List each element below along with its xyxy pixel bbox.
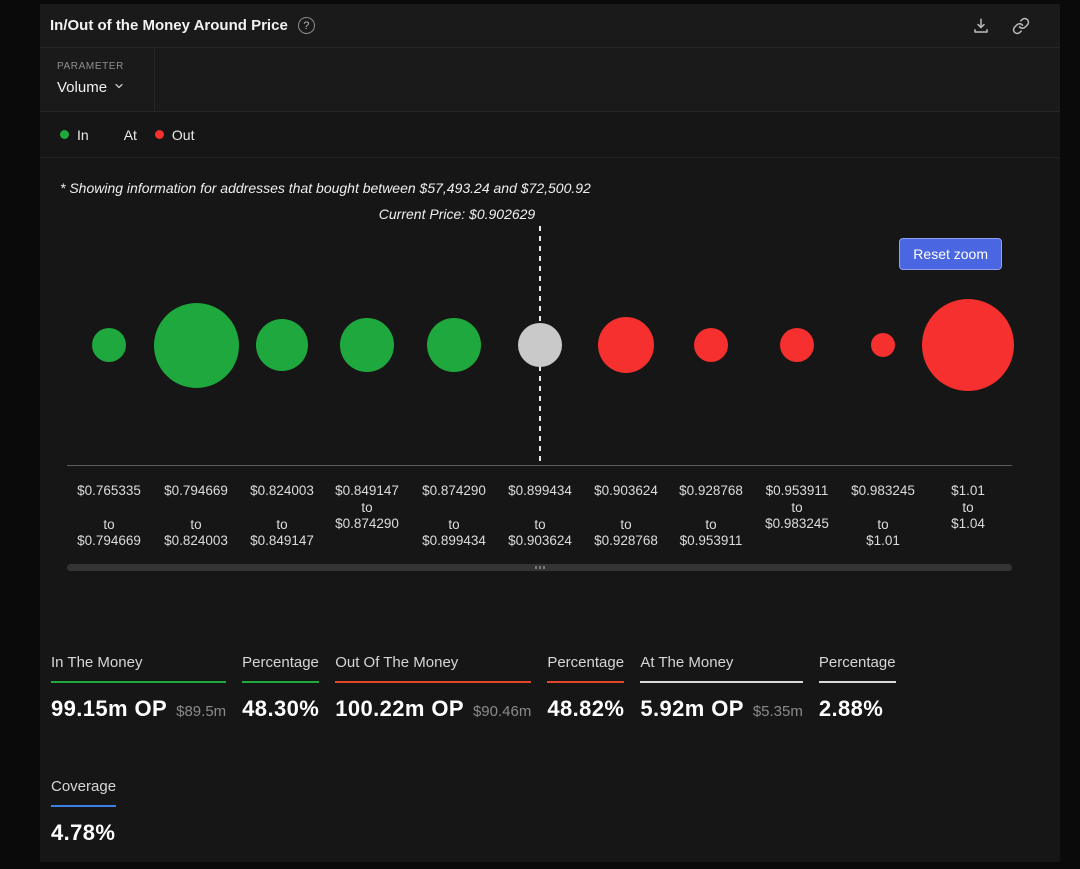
chart-note: * Showing information for addresses that… xyxy=(60,180,591,196)
stat-value: 99.15m OP xyxy=(51,696,168,721)
legend-label: At xyxy=(123,126,137,143)
chart-area: * Showing information for addresses that… xyxy=(40,158,1060,580)
scrollbar-grip xyxy=(538,566,541,569)
bubble-in[interactable] xyxy=(92,328,126,362)
header: In/Out of the Money Around Price ? xyxy=(40,4,1060,48)
legend: In At Out xyxy=(40,112,1060,158)
axis-label: $0.824003 to $0.849147 xyxy=(250,483,314,548)
page-title: In/Out of the Money Around Price xyxy=(50,17,288,34)
chart-scrollbar[interactable] xyxy=(67,564,1012,571)
stat-card: In The Money 99.15m OP $89.5m xyxy=(51,654,227,722)
axis-label: $1.01 to $1.04 xyxy=(951,483,985,531)
share-link-icon[interactable] xyxy=(1012,17,1030,35)
stat-value: 5.92m OP xyxy=(640,696,744,721)
axis-label: $0.953911 to $0.983245 xyxy=(765,483,829,531)
bubble-in[interactable] xyxy=(427,318,481,372)
stats-row: In The Money 99.15m OP $89.5m Percentage 48.… xyxy=(51,654,1060,722)
stat-label: Percentage xyxy=(818,654,896,683)
in-out-money-panel: In/Out of the Money Around Price ? PARAM… xyxy=(40,4,1060,862)
stat-card: Percentage 48.82% xyxy=(547,654,625,722)
stat-card: Percentage 2.88% xyxy=(818,654,896,722)
download-icon[interactable] xyxy=(972,17,990,35)
bubble-in[interactable] xyxy=(340,318,394,372)
bubble-out[interactable] xyxy=(922,299,1014,391)
bubble-out[interactable] xyxy=(780,328,814,362)
stat-label: Percentage xyxy=(547,654,625,683)
legend-label: In xyxy=(77,126,89,143)
legend-item-at[interactable]: At xyxy=(107,127,137,143)
bubble-out[interactable] xyxy=(871,333,895,357)
bubble-out[interactable] xyxy=(694,328,728,362)
coverage-row: Coverage 4.78% xyxy=(51,778,1060,846)
help-icon[interactable]: ? xyxy=(297,17,315,34)
stat-value: 48.30% xyxy=(242,696,320,721)
stat-card: Out Of The Money 100.22m OP $90.46m xyxy=(335,654,532,722)
axis-label: $0.849147 to $0.874290 xyxy=(335,483,399,531)
parameter-select[interactable]: PARAMETER Volume xyxy=(40,48,155,111)
bubble-at[interactable] xyxy=(518,323,562,367)
axis-label: $0.899434 to $0.903624 xyxy=(508,483,572,548)
stat-card: Coverage 4.78% xyxy=(51,778,117,846)
legend-label: Out xyxy=(171,126,195,143)
bubble-out[interactable] xyxy=(598,317,654,373)
bubble-layer xyxy=(40,158,1060,580)
scrollbar-grip xyxy=(534,566,537,569)
axis-label: $0.928768 to $0.953911 xyxy=(679,483,743,548)
stat-card: Percentage 48.30% xyxy=(242,654,320,722)
parameter-value: Volume xyxy=(57,79,108,96)
stat-subvalue: $5.35m xyxy=(752,703,803,720)
stat-value: 100.22m OP xyxy=(335,696,464,721)
reset-zoom-button[interactable]: Reset zoom xyxy=(899,238,1002,270)
axis-label: $0.765335 to $0.794669 xyxy=(77,483,141,548)
bubble-in[interactable] xyxy=(153,302,239,388)
stat-label: Percentage xyxy=(242,654,320,683)
stat-value: 2.88% xyxy=(818,696,884,721)
stat-subvalue: $90.46m xyxy=(472,703,532,720)
stat-label: Coverage xyxy=(51,778,117,807)
bubble-in[interactable] xyxy=(256,319,308,371)
axis-label: $0.983245 to $1.01 xyxy=(851,483,915,548)
legend-dot xyxy=(154,130,164,139)
legend-dot xyxy=(60,130,69,139)
stat-value: 4.78% xyxy=(51,820,116,845)
legend-item-in[interactable]: In xyxy=(60,127,89,143)
parameter-row: PARAMETER Volume xyxy=(40,48,1060,112)
axis-label: $0.874290 to $0.899434 xyxy=(422,483,486,548)
stat-label: Out Of The Money xyxy=(335,654,532,683)
axis-label: $0.794669 to $0.824003 xyxy=(164,483,228,548)
stat-card: At The Money 5.92m OP $5.35m xyxy=(640,654,803,722)
stat-label: In The Money xyxy=(51,654,227,683)
x-axis-line xyxy=(67,465,1012,466)
scrollbar-grip xyxy=(542,566,545,569)
axis-label: $0.903624 to $0.928768 xyxy=(594,483,658,548)
current-price-label: Current Price: $0.902629 xyxy=(378,206,536,222)
stat-value: 48.82% xyxy=(547,696,625,721)
legend-item-out[interactable]: Out xyxy=(154,126,195,143)
stat-label: At The Money xyxy=(640,654,803,683)
parameter-label: PARAMETER xyxy=(57,61,124,72)
axis-labels: $0.765335 to $0.794669 $0.794669 to $0.824003… xyxy=(40,158,1060,580)
stat-subvalue: $89.5m xyxy=(176,703,227,720)
chevron-down-icon xyxy=(113,79,125,96)
